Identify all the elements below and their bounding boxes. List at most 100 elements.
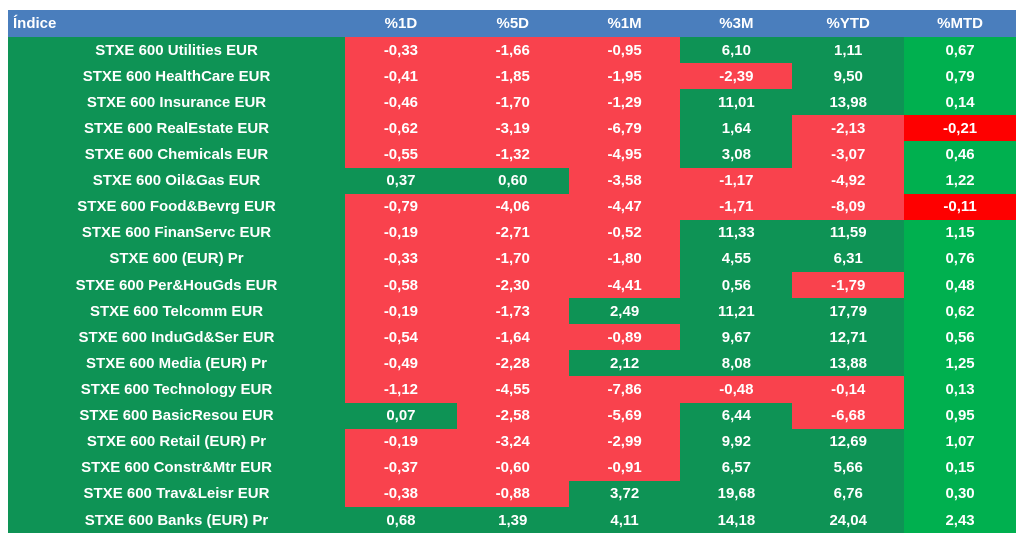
value-cell: -1,32 [456, 141, 569, 168]
value-cell: -0,37 [345, 454, 457, 481]
table-row: STXE 600 InduGd&Ser EUR -0,54 -1,64 -0,89 9,… [8, 324, 1016, 351]
table-header-row: Índice %1D %5D %1M %3M %YTD %MTD [8, 10, 1016, 37]
value-cell: 11,01 [680, 89, 793, 116]
value-cell: -4,47 [568, 193, 681, 220]
value-cell: -0,11 [904, 193, 1016, 220]
table-row: STXE 600 Per&HouGds EUR -0,58 -2,30 -4,41 0,… [8, 271, 1016, 299]
value-cell: 24,04 [792, 506, 905, 534]
value-cell: -1,80 [568, 245, 681, 272]
index-label: STXE 600 (EUR) Pr [8, 245, 345, 272]
value-cell: -4,06 [456, 193, 569, 220]
value-cell: -0,52 [568, 219, 681, 246]
value-cell: -0,95 [568, 37, 681, 64]
value-cell: 9,67 [680, 324, 793, 351]
value-cell: -0,33 [345, 37, 457, 64]
value-cell: -3,58 [568, 167, 681, 194]
index-label: STXE 600 Food&Bevrg EUR [8, 193, 345, 220]
value-cell: -0,54 [345, 324, 457, 351]
value-cell: 1,15 [904, 219, 1016, 246]
table-row: STXE 600 Constr&Mtr EUR -0,37 -0,60 -0,91 6,… [8, 454, 1016, 481]
column-header-ytd: %YTD [826, 15, 870, 32]
value-cell: 0,46 [904, 141, 1016, 168]
value-cell: 12,71 [792, 324, 905, 351]
table-row: STXE 600 Retail (EUR) Pr -0,19 -3,24 -2,99 9… [8, 428, 1016, 455]
value-cell: -0,88 [456, 480, 569, 507]
table-row: STXE 600 Utilities EUR -0,33 -1,66 -0,95 6,1… [8, 37, 1016, 64]
index-label: STXE 600 Retail (EUR) Pr [8, 428, 345, 455]
value-cell: -0,79 [345, 193, 457, 220]
value-cell: -1,70 [456, 245, 569, 272]
value-cell: -2,99 [568, 428, 681, 455]
index-label: STXE 600 InduGd&Ser EUR [8, 324, 345, 351]
table-body: STXE 600 Utilities EUR -0,33 -1,66 -0,95 6,1… [8, 37, 1016, 534]
table-row: STXE 600 Media (EUR) Pr -0,49 -2,28 2,12 8,0… [8, 350, 1016, 377]
value-cell: 1,22 [904, 167, 1016, 194]
value-cell: 0,79 [904, 63, 1016, 90]
value-cell: -7,86 [568, 376, 681, 403]
value-cell: -4,41 [568, 271, 681, 299]
value-cell: -0,62 [345, 115, 457, 142]
column-header-1d: %1D [384, 15, 418, 32]
value-cell: -0,48 [680, 376, 793, 403]
index-label: STXE 600 Utilities EUR [8, 37, 345, 64]
table-row: STXE 600 Chemicals EUR -0,55 -1,32 -4,95 3,0… [8, 141, 1016, 168]
value-cell: 17,79 [792, 298, 905, 325]
value-cell: 9,92 [680, 428, 793, 455]
value-cell: 0,37 [345, 167, 457, 194]
value-cell: -2,30 [456, 271, 569, 299]
value-cell: -1,66 [456, 37, 569, 64]
value-cell: -2,58 [456, 402, 569, 429]
value-cell: 0,14 [904, 89, 1016, 116]
value-cell: 0,15 [904, 454, 1016, 481]
index-column-header: Índice [13, 15, 57, 32]
value-cell: -3,19 [456, 115, 569, 142]
index-label: STXE 600 Trav&Leisr EUR [8, 480, 345, 507]
value-cell: 6,31 [792, 245, 905, 272]
value-cell: 1,07 [904, 428, 1016, 455]
value-cell: 9,50 [792, 63, 905, 90]
value-cell: -1,71 [680, 193, 793, 220]
table-row: STXE 600 Trav&Leisr EUR -0,38 -0,88 3,72 19,… [8, 480, 1016, 507]
value-cell: 6,76 [792, 480, 905, 507]
value-cell: 5,66 [792, 454, 905, 481]
value-cell: -2,39 [680, 63, 793, 90]
value-cell: 3,72 [568, 480, 681, 507]
value-cell: 11,59 [792, 219, 905, 246]
index-label: STXE 600 Technology EUR [8, 376, 345, 403]
value-cell: 0,95 [904, 402, 1016, 429]
index-label: STXE 600 Media (EUR) Pr [8, 350, 345, 377]
table-row: STXE 600 RealEstate EUR -0,62 -3,19 -6,79 1,… [8, 115, 1016, 142]
value-cell: -0,19 [345, 298, 457, 325]
table-row: STXE 600 HealthCare EUR -0,41 -1,85 -1,95 -2… [8, 63, 1016, 90]
table-row: STXE 600 Banks (EUR) Pr 0,68 1,39 4,11 14,18… [8, 506, 1016, 534]
value-cell: -5,69 [568, 402, 681, 429]
value-cell: -1,12 [345, 376, 457, 403]
value-cell: 11,33 [680, 219, 793, 246]
value-cell: 0,07 [345, 402, 457, 429]
value-cell: 0,68 [345, 506, 457, 534]
table-row: STXE 600 Technology EUR -1,12 -4,55 -7,86 -0… [8, 376, 1016, 403]
table-row: STXE 600 Oil&Gas EUR 0,37 0,60 -3,58 -1,17 -4… [8, 167, 1016, 194]
value-cell: 0,56 [680, 271, 793, 299]
value-cell: -1,73 [456, 298, 569, 325]
value-cell: -1,79 [792, 271, 905, 299]
value-cell: -1,85 [456, 63, 569, 90]
index-label: STXE 600 Constr&Mtr EUR [8, 454, 345, 481]
value-cell: 1,39 [456, 506, 569, 534]
column-header-5d: %5D [496, 15, 529, 32]
value-cell: -8,09 [792, 193, 905, 220]
value-cell: -0,41 [345, 63, 457, 90]
value-cell: 2,43 [904, 506, 1016, 534]
index-label: STXE 600 Chemicals EUR [8, 141, 345, 168]
index-label: STXE 600 Per&HouGds EUR [8, 271, 345, 299]
value-cell: -0,38 [345, 480, 457, 507]
table-row: STXE 600 (EUR) Pr -0,33 -1,70 -1,80 4,55 6,31… [8, 245, 1016, 272]
value-cell: -0,19 [345, 428, 457, 455]
index-label: STXE 600 HealthCare EUR [8, 63, 345, 90]
value-cell: -2,13 [792, 115, 905, 142]
index-label: STXE 600 Telcomm EUR [8, 298, 345, 325]
column-header-3m: %3M [719, 15, 754, 32]
column-header-mtd: %MTD [937, 15, 983, 32]
value-cell: -0,55 [345, 141, 457, 168]
value-cell: 0,67 [904, 37, 1016, 64]
